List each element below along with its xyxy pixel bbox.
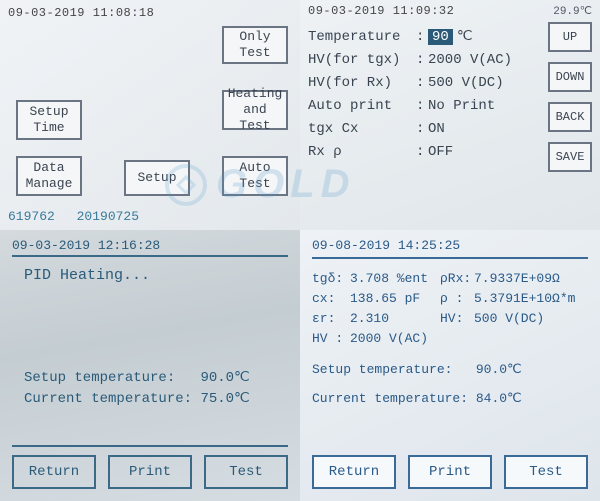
- return-button[interactable]: Return: [12, 455, 96, 489]
- data-manage-button[interactable]: DataManage: [16, 156, 82, 196]
- back-button[interactable]: BACK: [548, 102, 592, 132]
- save-button[interactable]: SAVE: [548, 142, 592, 172]
- label: Temperature: [308, 26, 416, 49]
- measurements: tgδ: 3.708 %ent ρRx: 7.9337E+09Ω cx: 138…: [312, 269, 588, 350]
- test-button[interactable]: Test: [204, 455, 288, 489]
- heating-and-test-button[interactable]: Heatingand Test: [222, 90, 288, 130]
- heating-screen: 09-03-2019 12:16:28 PID Heating... Setup…: [0, 230, 300, 501]
- down-button[interactable]: DOWN: [548, 62, 592, 92]
- timestamp: 09-08-2019 14:25:25: [312, 238, 588, 253]
- footer-codes: 619762 20190725: [8, 209, 153, 224]
- print-button[interactable]: Print: [408, 455, 492, 489]
- timestamp: 09-03-2019 11:09:32: [308, 4, 592, 18]
- settings-screen: 09-03-2019 11:09:32 29.9℃ Temperature : …: [300, 0, 600, 230]
- timestamp: 09-03-2019 11:08:18: [6, 6, 294, 20]
- value-highlight: 90: [428, 29, 453, 45]
- current-temp-line: Current temperature: 84.0℃: [312, 389, 588, 409]
- results-screen: 09-08-2019 14:25:25 tgδ: 3.708 %ent ρRx:…: [300, 230, 600, 501]
- ambient-temp: 29.9℃: [553, 4, 592, 18]
- setup-button[interactable]: Setup: [124, 160, 190, 196]
- current-temp-line: Current temperature: 75.0℃: [24, 389, 288, 410]
- setup-temp-line: Setup temperature: 90.0℃: [24, 368, 288, 389]
- test-button[interactable]: Test: [504, 455, 588, 489]
- footer-code-2: 20190725: [77, 209, 139, 224]
- button-bar: Return Print Test: [312, 455, 588, 489]
- menu-screen: 09-03-2019 11:08:18 OnlyTest Heatingand …: [0, 0, 300, 230]
- only-test-button[interactable]: OnlyTest: [222, 26, 288, 64]
- side-buttons: UP DOWN BACK SAVE: [548, 22, 592, 172]
- timestamp: 09-03-2019 12:16:28: [12, 238, 288, 253]
- up-button[interactable]: UP: [548, 22, 592, 52]
- heading: PID Heating...: [24, 267, 288, 284]
- footer-code-1: 619762: [8, 209, 55, 224]
- button-bar: Return Print Test: [12, 445, 288, 489]
- setup-time-button[interactable]: SetupTime: [16, 100, 82, 140]
- return-button[interactable]: Return: [312, 455, 396, 489]
- setup-temp-line: Setup temperature: 90.0℃: [312, 360, 588, 380]
- auto-test-button[interactable]: AutoTest: [222, 156, 288, 196]
- print-button[interactable]: Print: [108, 455, 192, 489]
